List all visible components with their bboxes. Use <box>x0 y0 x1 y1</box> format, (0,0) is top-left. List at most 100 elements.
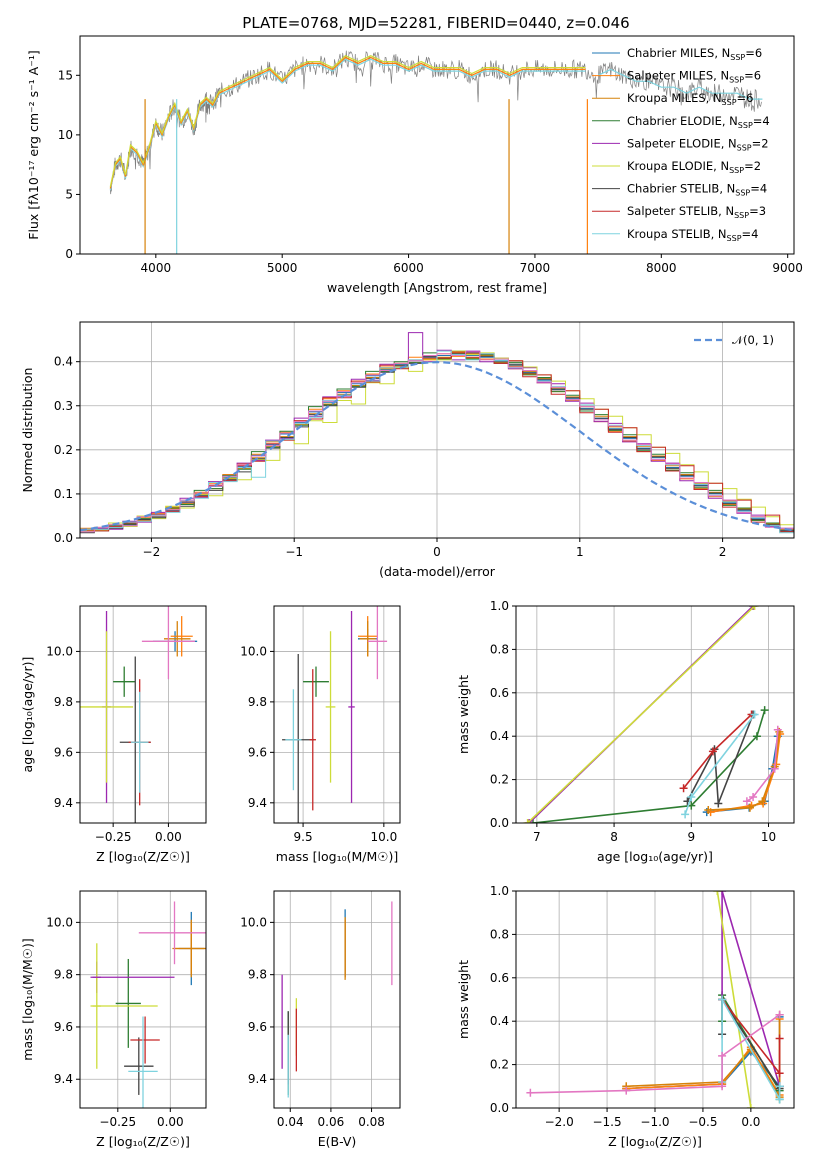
legend-suffix: =4 <box>753 114 770 128</box>
y-tick-label: 9.8 <box>248 968 267 982</box>
y-tick-label: 0.4 <box>490 729 509 743</box>
y-axis-label: mass [log₁₀(M/M☉)] <box>20 938 35 1060</box>
mass-weight-marker <box>622 1086 631 1095</box>
y-tick-label: 9.4 <box>54 796 73 810</box>
mass-weight-marker <box>523 819 532 823</box>
x-tick-label: 0.06 <box>318 1115 345 1129</box>
legend-label: Chabrier ELODIE, N <box>627 114 738 128</box>
mass-weight-line <box>716 891 752 1108</box>
model-spectrum-line <box>109 54 586 187</box>
legend-entry: Salpeter MILES, NSSP=6 <box>627 69 761 85</box>
legend-entry: 𝒩(0, 1) <box>732 333 774 347</box>
legend-subscript: SSP <box>727 234 742 243</box>
y-tick-label: 1.0 <box>490 884 509 898</box>
weight_vs_Z-panel: −2.0 −1.5 −1.0 −0.5 0.0 0.0 0.2 0.4 0.6 0.8 1.0 Z [… <box>456 884 795 1149</box>
x-tick-label: 0 <box>433 545 441 559</box>
y-tick-label: 9.8 <box>248 695 267 709</box>
mass-weight-line <box>527 606 756 823</box>
legend-entry: Chabrier ELODIE, NSSP=4 <box>627 114 770 130</box>
y-tick-label: 9.4 <box>248 796 267 810</box>
age_vs_mass-panel: 9.5 10.0 9.4 9.6 9.8 10.0 mass [log₁₀(M/M☉)] <box>240 605 401 864</box>
y-tick-label: 0.2 <box>490 773 509 787</box>
y-tick-label: 9.6 <box>248 1020 267 1034</box>
y-tick-label: 15 <box>58 68 73 82</box>
legend-suffix: =4 <box>750 182 767 196</box>
weight_vs_age-panel: 7 8 9 10 0.0 0.2 0.4 0.6 0.8 1.0 age [log₁₀(age/yr… <box>456 599 795 864</box>
x-tick-label: 10 <box>761 830 776 844</box>
mass_vs_EBV-frame <box>273 890 401 1109</box>
mass-weight-line <box>721 996 781 1103</box>
y-tick-label: 9.6 <box>54 745 73 759</box>
y-tick-label: 9.4 <box>248 1072 267 1086</box>
legend-suffix: =4 <box>742 227 759 241</box>
mass-weight-marker <box>775 1082 784 1091</box>
x-tick-label: 9000 <box>772 261 803 275</box>
legend-label: Chabrier MILES, N <box>627 46 730 60</box>
y-tick-label: 10.0 <box>240 915 267 929</box>
x-tick-label: 1 <box>576 545 584 559</box>
error-bar-point <box>124 1037 154 1095</box>
x-tick-label: 0.00 <box>155 830 182 844</box>
mass-weight-marker <box>704 805 713 814</box>
mass-weight-marker <box>681 810 690 819</box>
legend-label: Salpeter MILES, N <box>627 69 729 83</box>
x-tick-label: −0.5 <box>688 1115 717 1129</box>
mass-weight-line <box>746 729 779 802</box>
y-tick-label: 0.0 <box>490 1101 509 1115</box>
legend-entry: Salpeter STELIB, NSSP=3 <box>627 204 766 220</box>
mass-weight-marker <box>713 891 722 895</box>
mass-weight-marker <box>718 995 727 1004</box>
legend-subscript: SSP <box>738 121 753 130</box>
y-tick-label: 0.8 <box>490 642 509 656</box>
mass-weight-marker <box>714 799 723 808</box>
mass-weight-marker <box>775 1010 784 1019</box>
age_vs_mass-data <box>282 606 388 823</box>
error-bar-point <box>80 631 134 783</box>
legend-label: Kroupa ELODIE, N <box>627 159 729 173</box>
legend-subscript: SSP <box>729 166 744 175</box>
mass-weight-marker <box>526 1088 535 1097</box>
y-axis-label: age [log₁₀(age/yr)] <box>20 657 35 773</box>
mass-weight-marker <box>718 1051 727 1060</box>
error-bar-point <box>170 616 193 657</box>
y-tick-label: 5 <box>65 187 73 201</box>
x-tick-label: 7000 <box>520 261 551 275</box>
age_vs_Z-panel: −0.25 0.00 9.4 9.6 9.8 10.0 Z [log₁₀(Z/Z☉)] age… <box>20 605 207 864</box>
y-axis-label: Normed distribution <box>20 368 35 493</box>
y-tick-label: 0.2 <box>490 1058 509 1072</box>
error-bar-point <box>325 631 336 783</box>
normal-distribution-curve <box>80 360 794 532</box>
y-tick-label: 0.4 <box>490 1014 509 1028</box>
x-tick-label: 8000 <box>646 261 677 275</box>
x-tick-label: −0.25 <box>99 1115 136 1129</box>
error-bar-point <box>130 1016 160 1064</box>
legend-suffix: =6 <box>737 91 754 105</box>
legend-subscript: SSP <box>734 211 749 220</box>
y-tick-label: 0.6 <box>490 971 509 985</box>
y-tick-label: 9.4 <box>54 1072 73 1086</box>
error-bar-point <box>138 901 206 965</box>
residuals-data <box>80 332 794 534</box>
legend-entry: Chabrier MILES, NSSP=6 <box>627 46 762 62</box>
mass-weight-marker <box>746 1104 755 1108</box>
x-axis-label: Z [log₁₀(Z/Z☉)] <box>608 1134 702 1149</box>
legend-suffix: =2 <box>752 136 769 150</box>
y-axis-label: Flux [fλ10⁻¹⁷ erg cm⁻² s⁻¹ A⁻¹] <box>26 50 41 239</box>
x-tick-label: 0.04 <box>277 1115 304 1129</box>
mass-weight-marker <box>752 732 761 741</box>
weight_vs_age-frame <box>515 605 795 824</box>
mass-weight-marker <box>718 1082 727 1091</box>
mass-weight-marker <box>773 725 782 734</box>
legend-entry: Kroupa MILES, NSSP=6 <box>627 91 753 107</box>
model-spectrum-line <box>597 68 763 100</box>
error-bar-point <box>172 919 206 978</box>
legend-entry: Chabrier STELIB, NSSP=4 <box>627 182 767 198</box>
y-tick-label: 9.8 <box>54 968 73 982</box>
y-tick-label: 0.2 <box>54 443 73 457</box>
x-tick-label: 7 <box>533 830 541 844</box>
error-bar-point <box>359 621 376 657</box>
mass-weight-marker <box>770 764 779 773</box>
x-tick-label: 5000 <box>267 261 298 275</box>
mass-weight-marker <box>687 792 696 801</box>
